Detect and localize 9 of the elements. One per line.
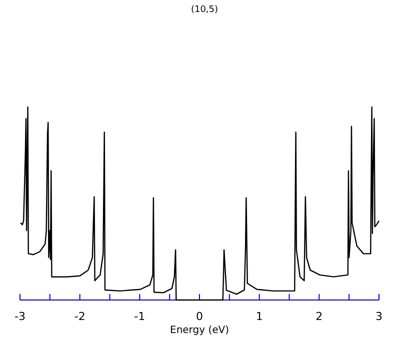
x-tick-label: 3	[376, 310, 382, 323]
x-tick-label: -2	[74, 310, 86, 323]
x-tick-label: -3	[14, 310, 26, 323]
x-tick-label: 2	[316, 310, 323, 323]
x-tick-label: 1	[256, 310, 263, 323]
x-tick-label: -1	[134, 310, 146, 323]
x-axis-title: Energy (eV)	[170, 325, 230, 336]
x-tick-label: 0	[196, 310, 203, 323]
chart-title: (10,5)	[190, 5, 218, 15]
